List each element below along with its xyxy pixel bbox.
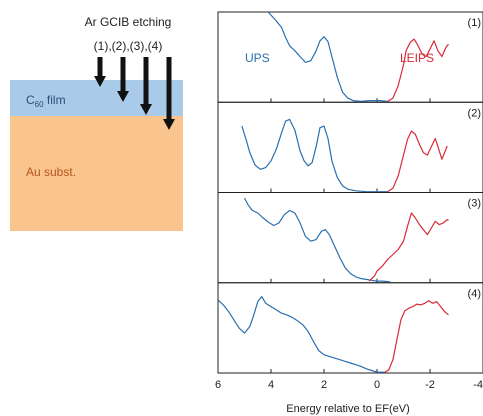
- au-substrate-layer: [10, 116, 183, 231]
- x-axis-label: Energy relative to EF(eV): [286, 403, 410, 415]
- x-tick-label: 2: [321, 379, 327, 391]
- leips-spectrum-line-4: [384, 300, 449, 373]
- ups-spectrum-line-3: [243, 197, 391, 283]
- etching-arrow-2: [117, 57, 129, 102]
- etching-arrow-4: [163, 57, 175, 130]
- panel-label-1: (1): [468, 17, 481, 29]
- panel-frame: [217, 101, 483, 193]
- x-tick-label: -4: [473, 379, 483, 391]
- leips-spectrum-line-1: [387, 38, 449, 102]
- schematic-steps-label: (1),(2),(3),(4): [94, 39, 163, 53]
- ups-spectrum-line-1: [267, 12, 388, 102]
- film-label-main: C: [26, 93, 35, 107]
- spectrum-panel-3: (3): [217, 192, 483, 284]
- x-tick-label: 0: [374, 379, 380, 391]
- panel-label-2: (2): [468, 107, 481, 119]
- x-tick-label: -2: [425, 379, 435, 391]
- panel-frame: [217, 282, 483, 374]
- panel-label-3: (3): [468, 198, 481, 210]
- spectrum-panel-2: (2): [217, 101, 483, 193]
- spectrum-panel-4: (4): [217, 282, 483, 374]
- etching-arrows: [94, 57, 175, 130]
- panel-label-4: (4): [468, 288, 481, 300]
- leips-spectrum-line-2: [387, 130, 448, 193]
- film-label-subscript: 60: [35, 100, 44, 109]
- leips-spectrum-line-3: [368, 212, 449, 282]
- etching-arrow-3: [140, 57, 152, 115]
- substrate-label: Au subst.: [26, 165, 76, 179]
- ups-spectrum-line-4: [218, 296, 385, 373]
- schematic-title: Ar GCIB etching: [85, 15, 172, 29]
- panel-frame: [217, 192, 483, 284]
- x-tick-label: 6: [215, 379, 221, 391]
- etching-schematic: Ar GCIB etching (1),(2),(3),(4) C60 film…: [10, 15, 183, 231]
- x-tick-label: 4: [268, 379, 274, 391]
- spectra-panels: (1) (2) (3) (4): [217, 11, 483, 374]
- film-label-rest: film: [44, 93, 66, 107]
- leips-series-label: LEIPS: [400, 51, 434, 65]
- ups-series-label: UPS: [245, 51, 270, 65]
- film-label: C60 film: [26, 93, 66, 109]
- x-axis: 6 4 2 0 -2 -4: [215, 379, 483, 391]
- etching-arrow-1: [94, 57, 106, 87]
- spectra-chart: (1) (2) (3) (4) 6 4 2 0 -2 -4 Energy relative to…: [215, 11, 483, 415]
- ups-spectrum-line-2: [241, 118, 388, 193]
- c60-film-layer: [10, 80, 183, 116]
